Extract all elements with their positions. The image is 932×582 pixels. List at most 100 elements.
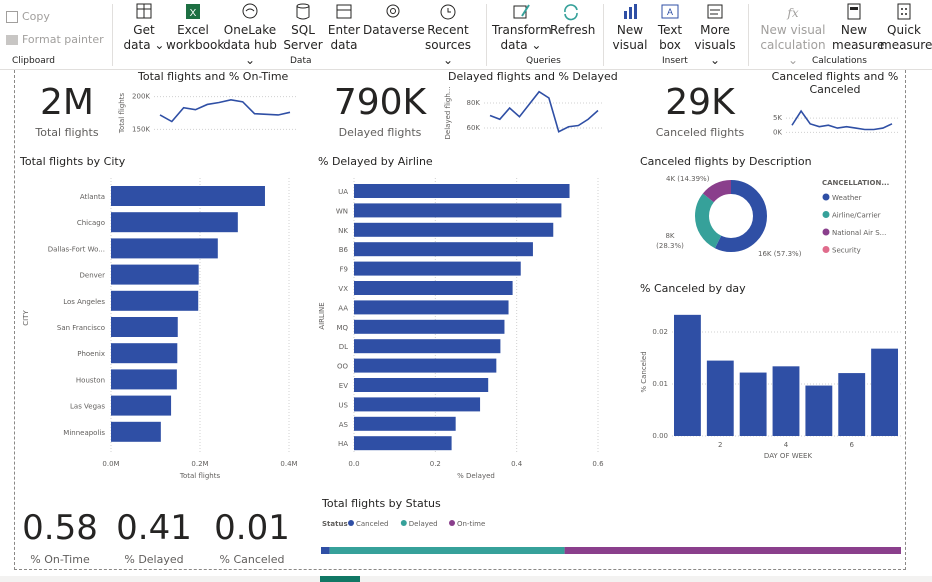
legend-title: Status [322, 520, 348, 528]
category-label: US [338, 401, 348, 409]
legend-marker [449, 520, 455, 526]
svg-text:A: A [667, 7, 673, 17]
chart-title: % Canceled by day [640, 282, 746, 295]
chart-title: Total flights by Status [322, 497, 441, 510]
x-axis-label: DAY OF WEEK [764, 452, 813, 460]
excel-workbook-button[interactable]: X Excel workbook [166, 2, 224, 53]
bar [354, 416, 456, 431]
legend-marker [822, 211, 830, 218]
sql-server-button[interactable]: SQL Server [283, 2, 323, 53]
bar [354, 358, 497, 373]
onelake-icon [242, 3, 258, 19]
more-visuals-button[interactable]: More visuals ⌄ [690, 2, 740, 68]
kpi-canceled-flights-label: Canceled flights [655, 126, 745, 139]
x-tick-label: 0.4 [511, 460, 523, 468]
bar [354, 222, 554, 237]
bar [354, 339, 501, 354]
new-visual-calculation-button[interactable]: fx New visual calculation ⌄ [756, 2, 830, 68]
chevron-down-icon: ⌄ [442, 53, 454, 67]
x-tick-label: 4 [784, 441, 789, 449]
y-axis-label: Total flights [118, 93, 126, 135]
group-data: Data [290, 56, 312, 66]
y-tick-label: 0.01 [652, 380, 668, 388]
category-label: AA [338, 304, 348, 312]
legend-item: Delayed [409, 520, 438, 528]
clock-icon [440, 4, 456, 20]
transform-data-button[interactable]: Transform data ⌄ [492, 2, 552, 53]
table-icon [136, 3, 152, 19]
canceled-by-description-donut[interactable]: 16K (57.3%) 8K (28.3%) 4K (14.39%) CANCELLAT… [640, 168, 906, 268]
series-line [791, 109, 893, 131]
bar [111, 238, 218, 259]
bar [674, 314, 701, 436]
y-tick-label: 200K [132, 93, 150, 101]
bar [354, 203, 562, 218]
ribbon-toolbar: Copy Format painter Clipboard Get data ⌄ … [0, 0, 932, 70]
series-line [489, 90, 599, 133]
category-label: F9 [340, 266, 348, 274]
x-tick-label: 0.2M [191, 460, 208, 468]
kpi-canceled-flights-value: 29K [665, 82, 735, 123]
category-label: AS [339, 421, 349, 429]
y-tick-label: 0K [773, 128, 782, 136]
enter-data-icon [336, 4, 352, 19]
category-label: HA [338, 440, 348, 448]
quick-measure-button[interactable]: Quick measure [880, 2, 932, 53]
bar [111, 290, 199, 311]
new-measure-button[interactable]: New measure [832, 2, 884, 53]
y-tick-label: 60K [467, 124, 481, 132]
category-label: Los Angeles [63, 298, 105, 306]
category-label: Denver [80, 272, 106, 280]
category-label: OO [337, 363, 349, 371]
dataverse-button[interactable]: Dataverse [363, 2, 425, 38]
data-label: 16K (57.3%) [758, 250, 802, 258]
category-label: Dallas-Fort Wo... [48, 245, 105, 253]
refresh-button[interactable]: Refresh [550, 2, 595, 38]
bar [354, 242, 533, 257]
kpi-delayed-flights-value: 790K [333, 82, 427, 123]
x-tick-label: 0.4M [280, 460, 297, 468]
delayed-by-airline-chart[interactable]: 0.0 0.2 0.4 0.6 UA WN NK B6 F9 VX AA MQ DL OO EV US AS HA… [314, 174, 614, 484]
refresh-icon [564, 4, 578, 21]
bar [111, 395, 172, 416]
onelake-button[interactable]: OneLake data hub ⌄ [221, 2, 279, 68]
bar [354, 184, 570, 198]
get-data-button[interactable]: Get data ⌄ [122, 2, 166, 53]
x-tick-label: 0.0M [102, 460, 119, 468]
recent-sources-button[interactable]: Recent sources ⌄ [420, 2, 476, 68]
legend-item: Airline/Carrier [832, 212, 881, 220]
copy-button[interactable]: Copy [6, 9, 50, 24]
fx-icon: fx [786, 6, 798, 20]
dataverse-icon [386, 4, 400, 18]
excel-icon: X [186, 4, 200, 19]
text-box-button[interactable]: A Text box [652, 2, 688, 53]
calculator-icon [847, 3, 861, 20]
y-tick-label: 150K [132, 125, 150, 133]
group-clipboard: Clipboard [12, 56, 55, 66]
category-label: UA [338, 188, 348, 196]
flights-by-status-chart[interactable]: Status Canceled Delayed On-time [320, 514, 904, 558]
chart-title: Delayed flights and % Delayed [448, 70, 618, 83]
bar [354, 300, 509, 315]
canceled-by-day-chart[interactable]: 0.00 0.01 0.02 2 4 6 DAY OF WEEK % Canceled [638, 300, 906, 466]
chart-title: Total flights by City [20, 155, 126, 168]
canceled-flights-line-chart[interactable]: 5K 0K [764, 100, 904, 142]
enter-data-button[interactable]: Enter data [326, 2, 362, 53]
total-flights-by-city-chart[interactable]: 0.0M 0.2M 0.4M Atlanta Chicago Dallas-Fort Wo… [18, 170, 304, 482]
legend-item: On-time [457, 520, 485, 528]
bar [772, 366, 800, 436]
delayed-flights-line-chart[interactable]: Delayed fligh... 80K 60K [444, 84, 610, 142]
bar [739, 372, 767, 436]
active-page-tab[interactable] [320, 576, 360, 582]
total-flights-line-chart[interactable]: Total flights 200K 150K [118, 84, 302, 142]
legend-item: Canceled [356, 520, 388, 528]
kpi-total-flights-label: Total flights [35, 126, 99, 139]
legend-item: Weather [832, 194, 862, 202]
format-painter-button[interactable]: Format painter [6, 32, 104, 47]
category-label: Minneapolis [63, 429, 105, 437]
bar [111, 421, 161, 442]
bar-segment [329, 547, 565, 554]
bar [111, 317, 178, 337]
new-visual-button[interactable]: New visual [610, 2, 650, 53]
bar [354, 261, 521, 276]
